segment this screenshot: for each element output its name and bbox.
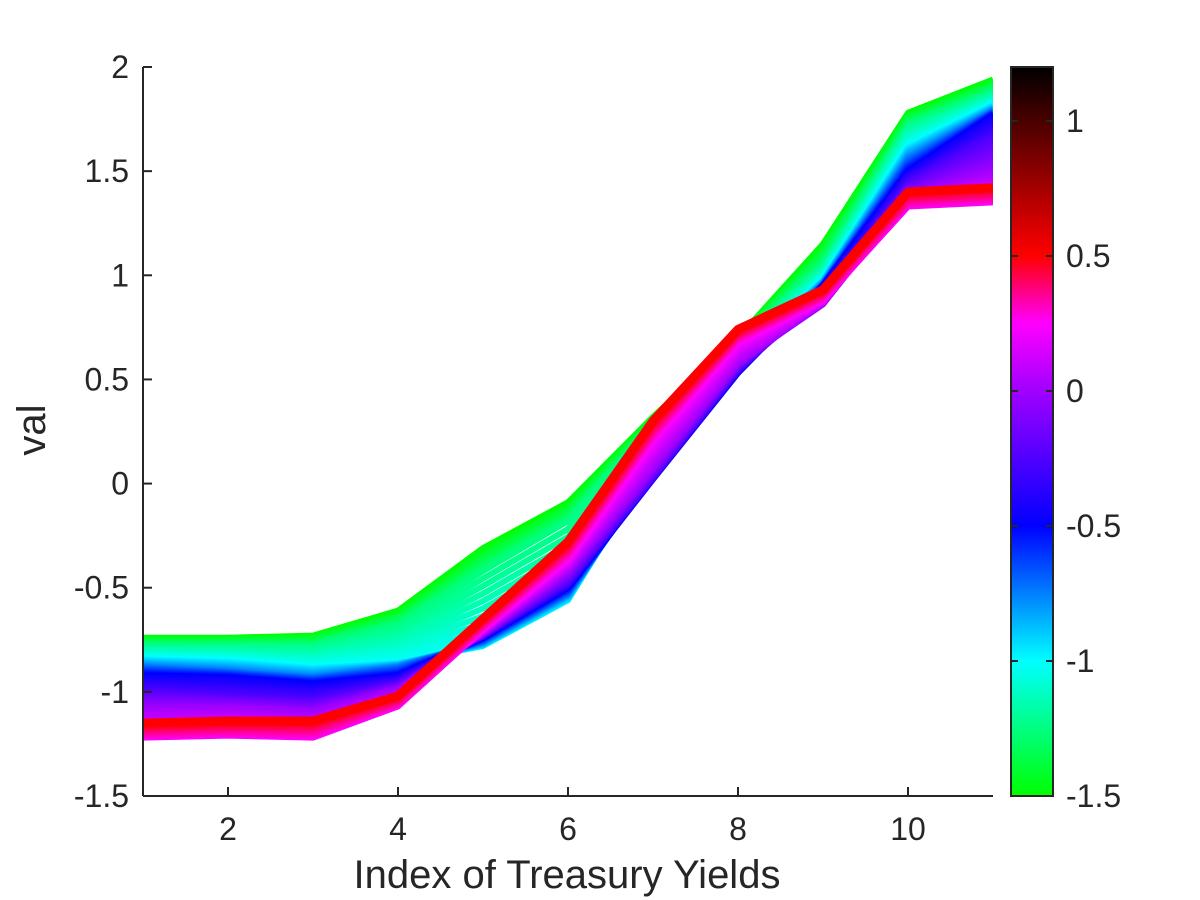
- y-tick-label: 2: [111, 49, 129, 85]
- y-tick-label: 0: [111, 466, 129, 502]
- series-line: [143, 183, 993, 728]
- axes: 2 4 6 8 10 -1.5 -1 -0.5 0 0.5 1 1.5 2: [74, 49, 993, 847]
- colorbar-tick-label: -0.5: [1066, 508, 1121, 544]
- y-axis-label: val: [10, 404, 54, 455]
- x-tick-label: 6: [559, 811, 577, 847]
- plot-area: [143, 76, 993, 741]
- y-tick-label: -0.5: [74, 570, 129, 606]
- x-axis-label: Index of Treasury Yields: [354, 853, 781, 897]
- colorbar-tick-label: 0: [1066, 373, 1084, 409]
- colorbar-tick-label: 1: [1066, 103, 1084, 139]
- y-tick-label: 1: [111, 257, 129, 293]
- colorbar-gradient: [1010, 66, 1054, 797]
- x-tick-label: 2: [219, 811, 237, 847]
- colorbar-tick-label: -1.5: [1066, 778, 1121, 814]
- x-tick-label: 10: [890, 811, 926, 847]
- y-tick-label: 1.5: [85, 153, 129, 189]
- x-tick-label: 4: [389, 811, 407, 847]
- y-tick-label: 0.5: [85, 361, 129, 397]
- colorbar: -1.5 -1 -0.5 0 0.5 1: [1010, 66, 1121, 814]
- x-tick-label: 8: [729, 811, 747, 847]
- colorbar-tick-label: -1: [1066, 643, 1094, 679]
- y-tick-label: -1.5: [74, 778, 129, 814]
- colorbar-tick-label: 0.5: [1066, 238, 1110, 274]
- y-tick-label: -1: [101, 674, 129, 710]
